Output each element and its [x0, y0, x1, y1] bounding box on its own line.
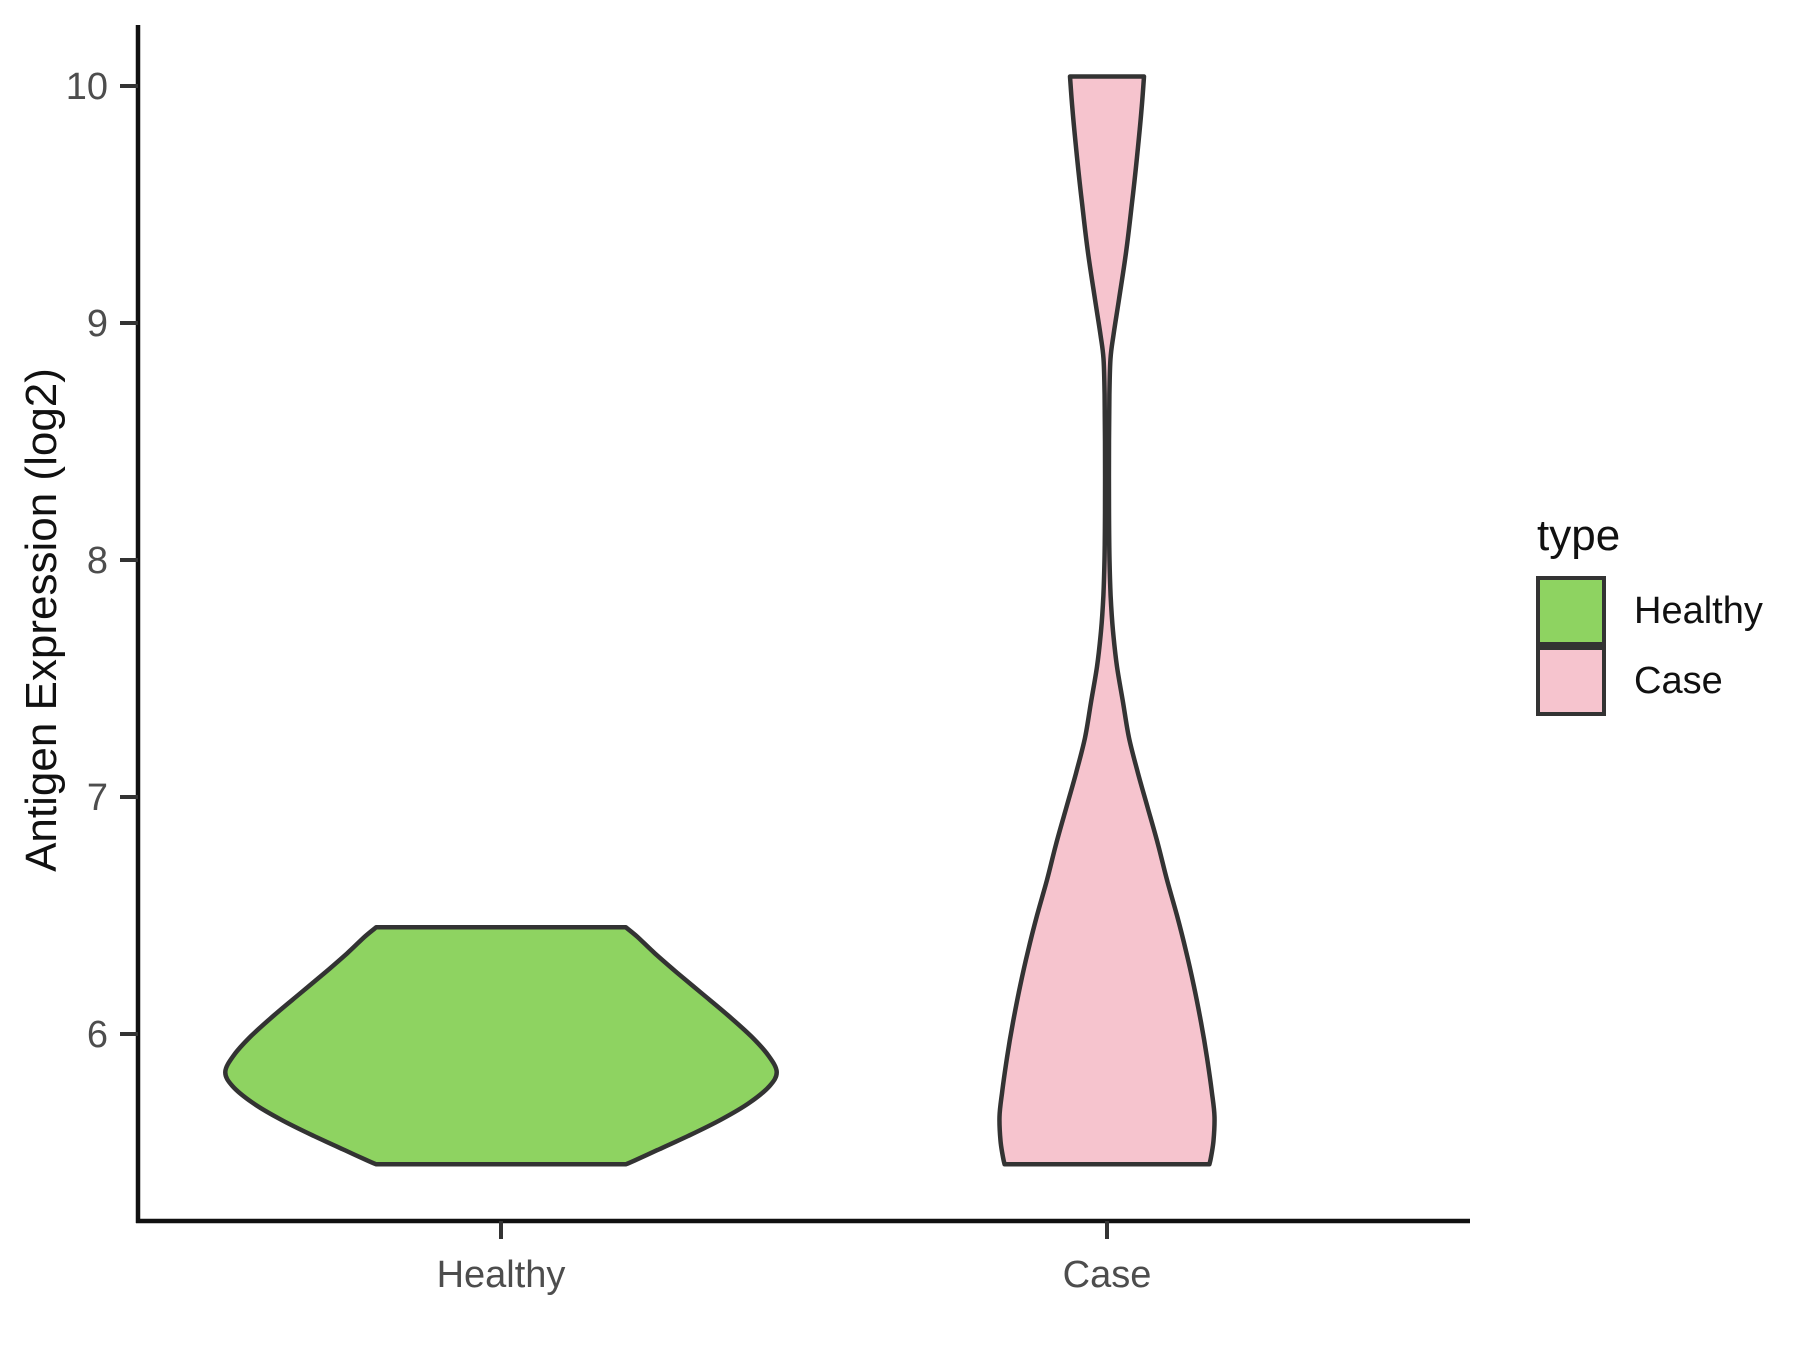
y-axis-title: Antigen Expression (log2): [17, 368, 66, 872]
legend-title: type: [1537, 511, 1621, 560]
legend-key-healthy-swatch: [1536, 576, 1606, 646]
y-tick-label: 7: [87, 777, 108, 819]
legend-label-case: Case: [1634, 659, 1723, 702]
x-tick-label-case: Case: [1063, 1254, 1152, 1296]
legend-entry-healthy: Healthy: [1536, 576, 1796, 646]
y-tick-label: 8: [87, 540, 108, 582]
legend-label-healthy: Healthy: [1634, 589, 1763, 632]
violin-healthy: [223, 925, 779, 1167]
legend-entry-case: Case: [1536, 646, 1796, 716]
violin-case: [997, 74, 1217, 1167]
y-tick-label: 9: [87, 303, 108, 345]
legend-key-case-swatch: [1536, 646, 1606, 716]
y-tick-label: 6: [87, 1014, 108, 1056]
legend: type Healthy Case: [1536, 514, 1796, 716]
x-tick-label-healthy: Healthy: [437, 1254, 566, 1296]
y-tick-label: 10: [66, 66, 108, 108]
